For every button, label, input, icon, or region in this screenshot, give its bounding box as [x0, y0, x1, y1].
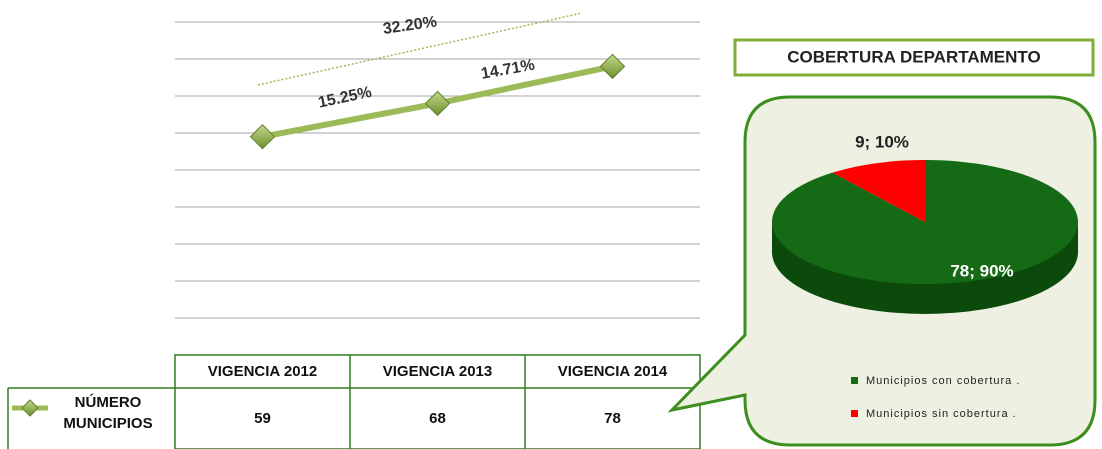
column-header: VIGENCIA 2013 — [383, 363, 493, 380]
legend-marker — [21, 399, 39, 417]
point — [424, 90, 451, 117]
point — [249, 123, 276, 150]
pie-title: COBERTURA DEPARTAMENTO — [787, 47, 1040, 66]
point — [599, 53, 626, 80]
data-label: 9; 10% — [855, 132, 909, 151]
table-value: 78 — [604, 410, 621, 427]
trend-line — [257, 12, 583, 86]
table-value: 68 — [429, 410, 446, 427]
title-box — [733, 38, 1095, 77]
legend-label: Municipios sin cobertura . — [866, 408, 1017, 420]
legend-swatch — [851, 377, 858, 384]
series-name: NÚMERO MUNICIPIOS — [63, 394, 153, 432]
legend-label: Municipios con cobertura . — [866, 375, 1020, 387]
column-header: VIGENCIA 2014 — [558, 363, 668, 380]
pie-slice — [772, 160, 1078, 284]
annotation: 32.20% — [382, 14, 438, 38]
annotation: 14.71% — [480, 57, 536, 83]
data-label: 78; 90% — [950, 261, 1013, 280]
pie-slice — [832, 160, 925, 222]
table-value: 59 — [254, 410, 271, 427]
column-header: VIGENCIA 2012 — [208, 363, 318, 380]
annotation: 15.25% — [317, 84, 374, 112]
legend-swatch — [851, 410, 858, 417]
